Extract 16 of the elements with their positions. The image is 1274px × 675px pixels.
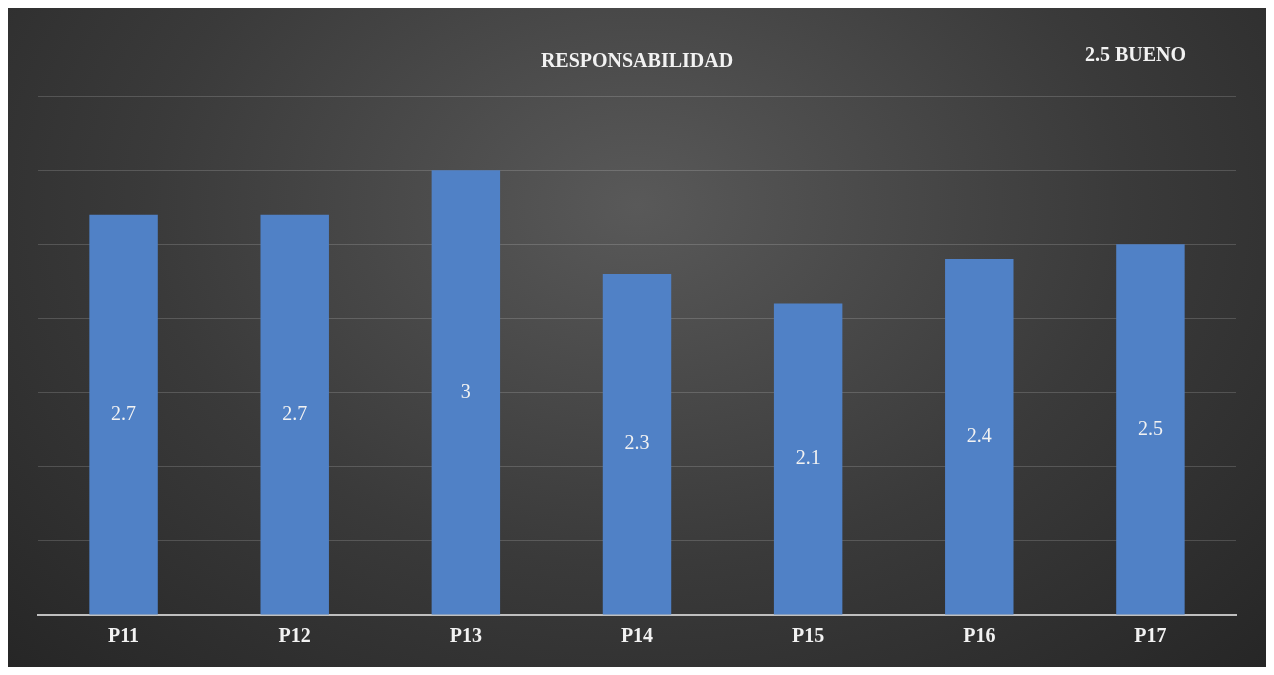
data-label: 2.1 [795,446,821,469]
text: 2.5 BUENO [1084,43,1186,66]
x-tick-label: P15 [792,624,825,647]
data-label: 2.7 [111,401,137,424]
data-label: 2.5 [1137,416,1163,439]
x-tick-label: P12 [278,624,311,647]
data-label: 2.3 [624,431,650,454]
chart-title: RESPONSABILIDAD [540,49,734,72]
x-tick-label: P11 [108,624,140,647]
data-label: 3 [460,379,471,402]
x-tick-label: P13 [449,624,482,647]
data-label: 2.7 [282,401,308,424]
data-label: 2.4 [966,424,992,447]
x-tick-label: P16 [963,624,996,647]
x-tick-label: P14 [620,624,654,647]
x-tick-label: P17 [1134,624,1167,647]
